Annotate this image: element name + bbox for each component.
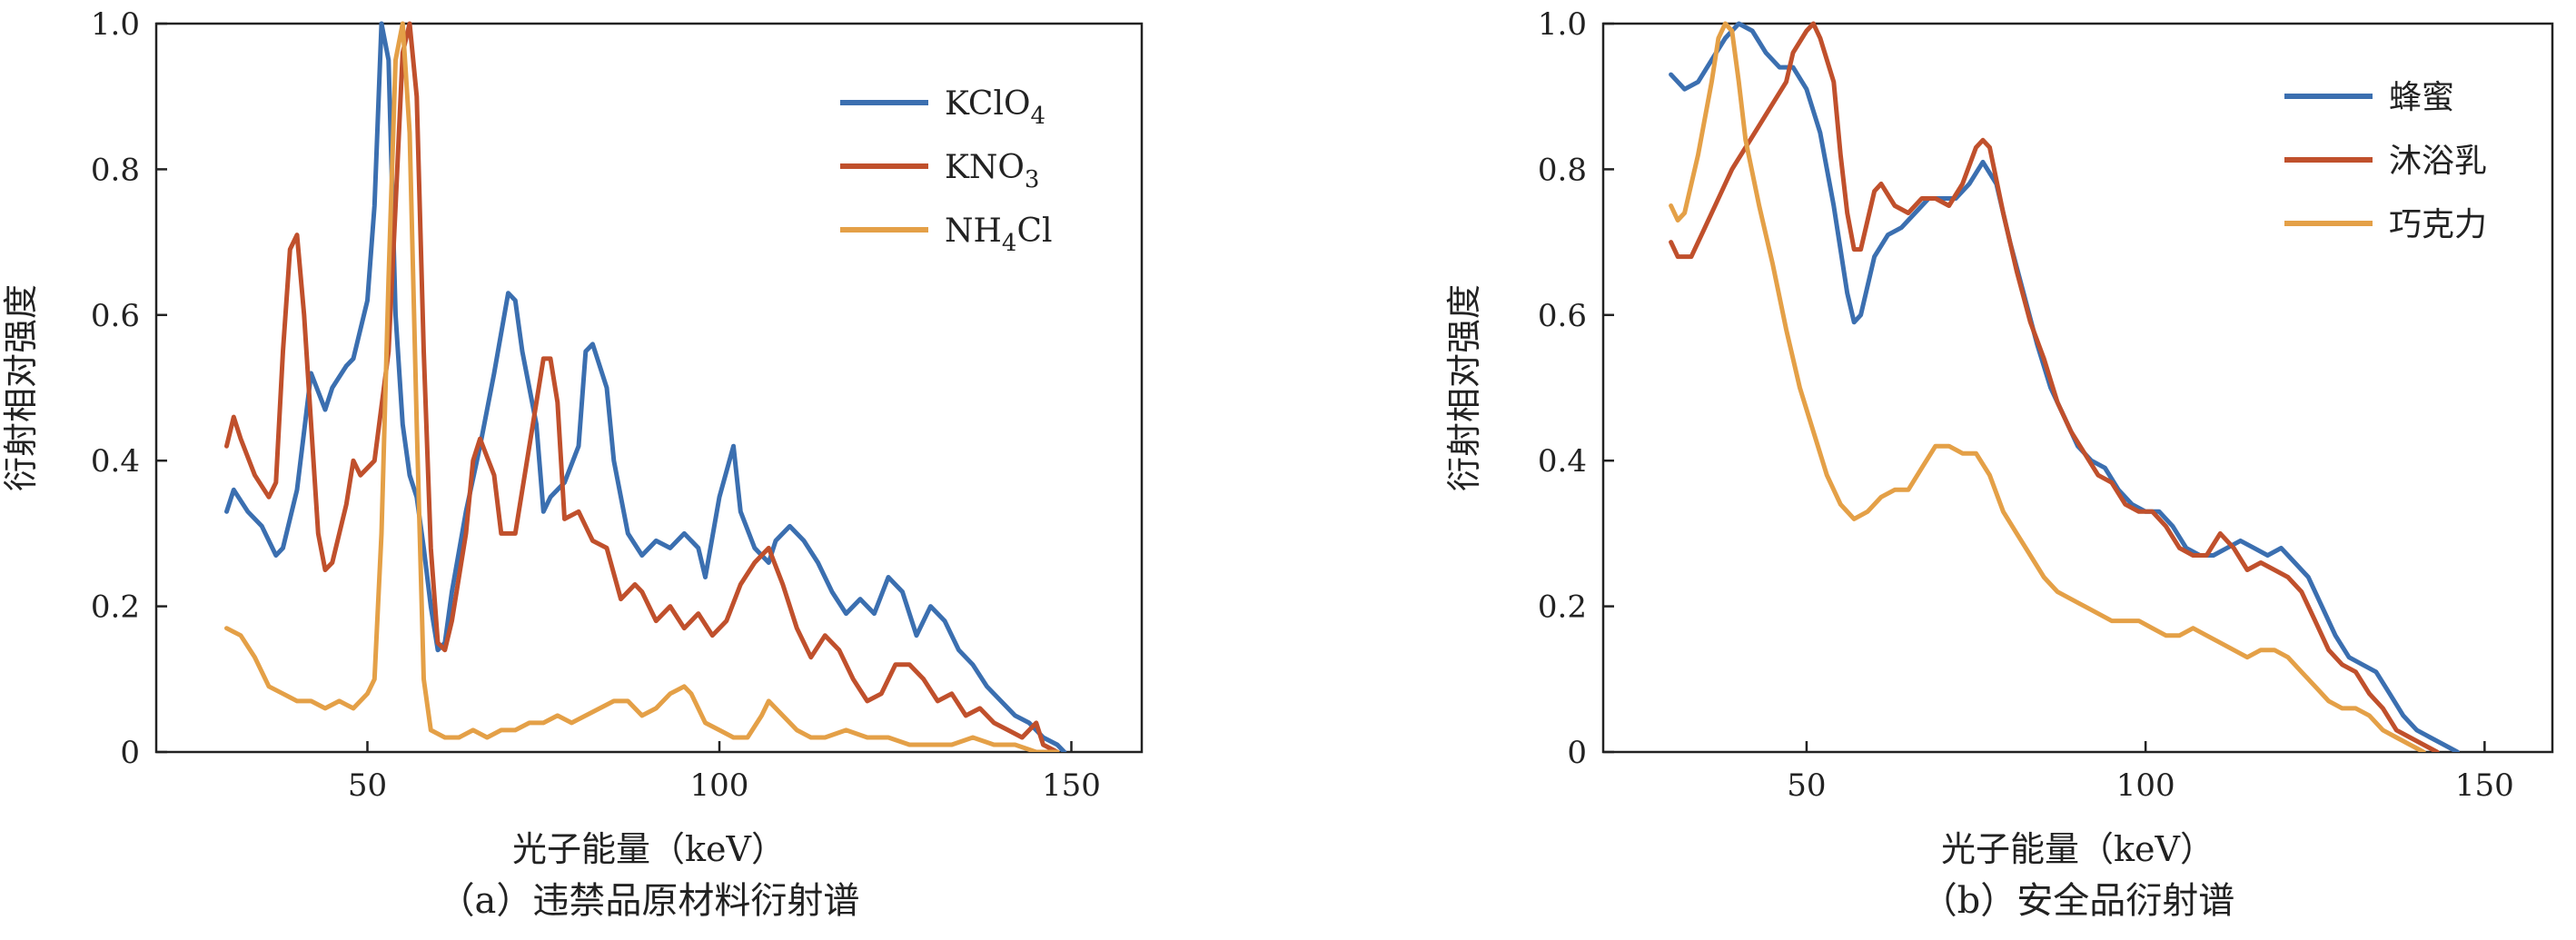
series-line-2: [1669, 21, 2440, 752]
series-line-3: [224, 21, 1060, 752]
x-tick-label: 150: [1042, 767, 1101, 804]
y-tick-label: 0.6: [91, 298, 140, 334]
x-axis-label: 光子能量（keV）: [512, 829, 786, 869]
y-tick-label: 0.4: [91, 443, 140, 480]
y-axis-label: 衍射相对强度: [1444, 284, 1484, 491]
series-line-1: [1669, 21, 2460, 752]
legend-label: KClO4: [945, 85, 1045, 130]
x-tick-label: 150: [2455, 767, 2514, 804]
y-tick-label: 0.6: [1538, 298, 1587, 334]
y-tick-label: 1.0: [91, 6, 140, 43]
chart-panel-a: 50 100 150 0 0.2 0.4 0.6 0.8 1.0 光子能量（keV） 衍射相对强度 （…: [1, 6, 1144, 922]
plot-frame: [1601, 22, 2554, 754]
plot-frame: [154, 22, 1144, 754]
y-tick-label: 0.2: [91, 589, 140, 626]
series-line-3: [1669, 21, 2426, 752]
legend-label: KNO3: [945, 149, 1039, 193]
series-line-2: [224, 21, 1060, 752]
y-tick-label: 0: [1567, 735, 1587, 771]
legend-label: 沐浴乳: [2389, 143, 2487, 180]
y-tick-label: 0: [120, 735, 140, 771]
x-axis-label: 光子能量（keV）: [1941, 829, 2214, 869]
y-axis-label: 衍射相对强度: [1, 284, 41, 491]
legend-label: 巧克力: [2389, 206, 2487, 243]
y-tick-label: 1.0: [1538, 6, 1587, 43]
x-tick-label: 100: [2116, 767, 2175, 804]
x-tick-label: 100: [690, 767, 749, 804]
chart-panel-b: 50 100 150 0 0.2 0.4 0.6 0.8 1.0 光子能量（keV） 衍射相对强度 （…: [1444, 6, 2554, 922]
panel-caption: （b）安全品衍射谱: [1921, 880, 2235, 922]
x-tick-label: 50: [348, 767, 387, 804]
legend: KClO4 KNO3 NH4Cl: [840, 85, 1053, 257]
panel-caption: （a）违禁品原材料衍射谱: [439, 880, 860, 922]
x-tick-label: 50: [1787, 767, 1826, 804]
y-tick-label: 0.8: [91, 152, 140, 188]
y-tick-label: 0.2: [1538, 589, 1587, 626]
y-tick-label: 0.8: [1538, 152, 1587, 188]
series-line-1: [224, 21, 1067, 752]
legend-label: 蜂蜜: [2389, 79, 2454, 116]
y-tick-label: 0.4: [1538, 443, 1587, 480]
legend-label: NH4Cl: [945, 213, 1053, 257]
